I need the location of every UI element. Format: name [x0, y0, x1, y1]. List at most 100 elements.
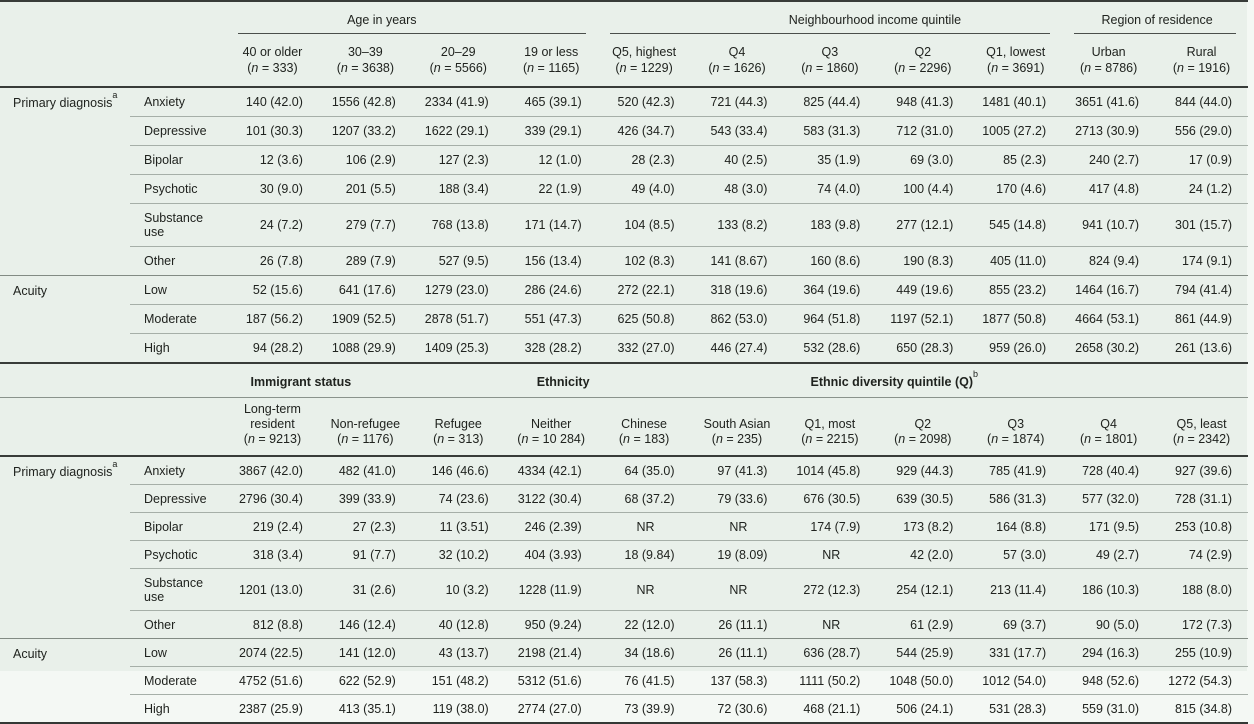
group-underline: Age in years: [238, 13, 586, 34]
cell: 201 (5.5): [318, 174, 412, 204]
column-header: Q4 (n = 1801): [1062, 397, 1156, 457]
cell: NR: [690, 512, 784, 541]
cell: 24 (7.2): [226, 203, 319, 247]
cell: 3651 (41.6): [1062, 87, 1156, 117]
column-n: (n = 8786): [1079, 61, 1138, 75]
cell: 277 (12.1): [876, 203, 970, 247]
cell: 190 (8.3): [876, 246, 970, 276]
cell: 3867 (42.0): [226, 456, 319, 485]
column-n: (n = 1801): [1079, 432, 1138, 446]
cell: 104 (8.5): [597, 203, 691, 247]
cell: 43 (13.7): [411, 638, 505, 667]
table-row: Acuity Low 52 (15.6) 641 (17.6) 1279 (23.0) 2…: [0, 275, 1248, 364]
cell: 22 (1.9): [504, 174, 598, 204]
cell: 721 (44.3): [690, 87, 784, 117]
cell: 551 (47.3): [504, 304, 598, 334]
cell: 272 (22.1): [597, 275, 691, 305]
row-label: Anxiety: [130, 456, 226, 485]
cell: 577 (32.0): [1062, 484, 1156, 513]
table-row: Other 26 (7.8) 289 (7.9) 527 (9.5) 156 (13.4…: [0, 246, 1248, 276]
row-group-label: Acuity: [0, 275, 130, 364]
cell: 364 (19.6): [783, 275, 877, 305]
cell: 2658 (30.2): [1062, 333, 1156, 364]
cell: 172 (7.3): [1155, 610, 1248, 639]
cell: 861 (44.9): [1155, 304, 1248, 334]
column-label: Q5, highest: [612, 45, 677, 59]
row-label: High: [130, 694, 226, 724]
cell: 318 (3.4): [226, 540, 319, 569]
cell: 40 (2.5): [690, 145, 784, 175]
group-header: Immigrant status: [226, 362, 412, 398]
row-label: Other: [130, 246, 226, 276]
group-header: Neighbourhood income quintile: [598, 1, 1063, 34]
cell: 1464 (16.7): [1062, 275, 1156, 305]
n-symbol: n: [340, 61, 348, 75]
column-n: (n = 1916): [1172, 61, 1231, 75]
cell: 28 (2.3): [597, 145, 691, 175]
n-symbol: n: [712, 61, 720, 75]
cell: 174 (9.1): [1155, 246, 1248, 276]
cell: 413 (35.1): [318, 694, 412, 724]
column-n: (n = 1165): [522, 61, 580, 75]
table-row: Primary diagnosisa Anxiety 140 (42.0) 1556 …: [0, 87, 1248, 276]
group-label-wrap: Ethnicity: [412, 375, 691, 397]
n-symbol: n: [251, 61, 259, 75]
cell: 141 (12.0): [318, 638, 412, 667]
column-label: Q5, least: [1176, 417, 1227, 431]
column-label: Q3: [821, 45, 839, 59]
row-label: Psychotic: [130, 174, 226, 204]
cell: 950 (9.24): [504, 610, 598, 639]
cell: 815 (34.8): [1155, 694, 1248, 724]
column-header: 19 or less (n = 1165): [504, 34, 598, 88]
cell: 69 (3.7): [969, 610, 1063, 639]
row-label: Anxiety: [130, 87, 226, 117]
row-label: Depressive: [130, 116, 226, 146]
cell: 768 (13.8): [411, 203, 505, 247]
column-header: Non-refugee (n = 1176): [318, 397, 412, 457]
cell: 639 (30.5): [876, 484, 970, 513]
n-symbol: n: [341, 432, 349, 446]
cell: 140 (42.0): [226, 87, 319, 117]
column-header: South Asian (n = 235): [690, 397, 784, 457]
cell: 101 (30.3): [226, 116, 319, 146]
cell: 31 (2.6): [318, 568, 412, 611]
group-label-wrap: Immigrant status: [226, 375, 412, 397]
table-row: Depressive 101 (30.3) 1207 (33.2) 1622 (29.…: [0, 116, 1248, 146]
row-label: Psychotic: [130, 540, 226, 569]
column-n: (n = 183): [618, 432, 670, 446]
table-row: Bipolar 219 (2.4) 27 (2.3) 11 (3.51) 246 (2.…: [0, 512, 1248, 541]
cell: 64 (35.0): [597, 456, 691, 485]
column-header: Q3 (n = 1874): [969, 397, 1063, 457]
group-header-label: Age in years: [347, 13, 417, 27]
cell: 12 (3.6): [226, 145, 319, 175]
header-group-row: Immigrant status Ethnicity Ethnic diversit…: [0, 362, 1248, 398]
cell: 404 (3.93): [504, 540, 598, 569]
footnote-marker: a: [112, 89, 118, 100]
cell: 254 (12.1): [876, 568, 970, 611]
cell: 728 (31.1): [1155, 484, 1248, 513]
cell: 2074 (22.5): [226, 638, 319, 667]
cell: 119 (38.0): [411, 694, 505, 724]
cell: NR: [783, 540, 877, 569]
cell: 34 (18.6): [597, 638, 691, 667]
cell: 794 (41.4): [1155, 275, 1248, 305]
column-label: South Asian: [703, 417, 771, 431]
cell: 10 (3.2): [411, 568, 505, 611]
cell: 2878 (51.7): [411, 304, 505, 334]
row-label: Low: [130, 275, 226, 305]
cell: 213 (11.4): [969, 568, 1063, 611]
cell: 405 (11.0): [969, 246, 1063, 276]
n-symbol: n: [619, 61, 627, 75]
row-group-label: Primary diagnosisa: [0, 87, 130, 276]
n-symbol: n: [1177, 432, 1184, 446]
group-underline: Neighbourhood income quintile: [609, 13, 1051, 34]
column-header: 40 or older (n = 333): [226, 34, 319, 88]
row-label: High: [130, 333, 226, 364]
cell: 48 (3.0): [690, 174, 784, 204]
cell: 1005 (27.2): [969, 116, 1063, 146]
cell: 253 (10.8): [1155, 512, 1248, 541]
row-label: Bipolar: [130, 145, 226, 175]
cell: 1088 (29.9): [318, 333, 412, 364]
cell: 289 (7.9): [318, 246, 412, 276]
